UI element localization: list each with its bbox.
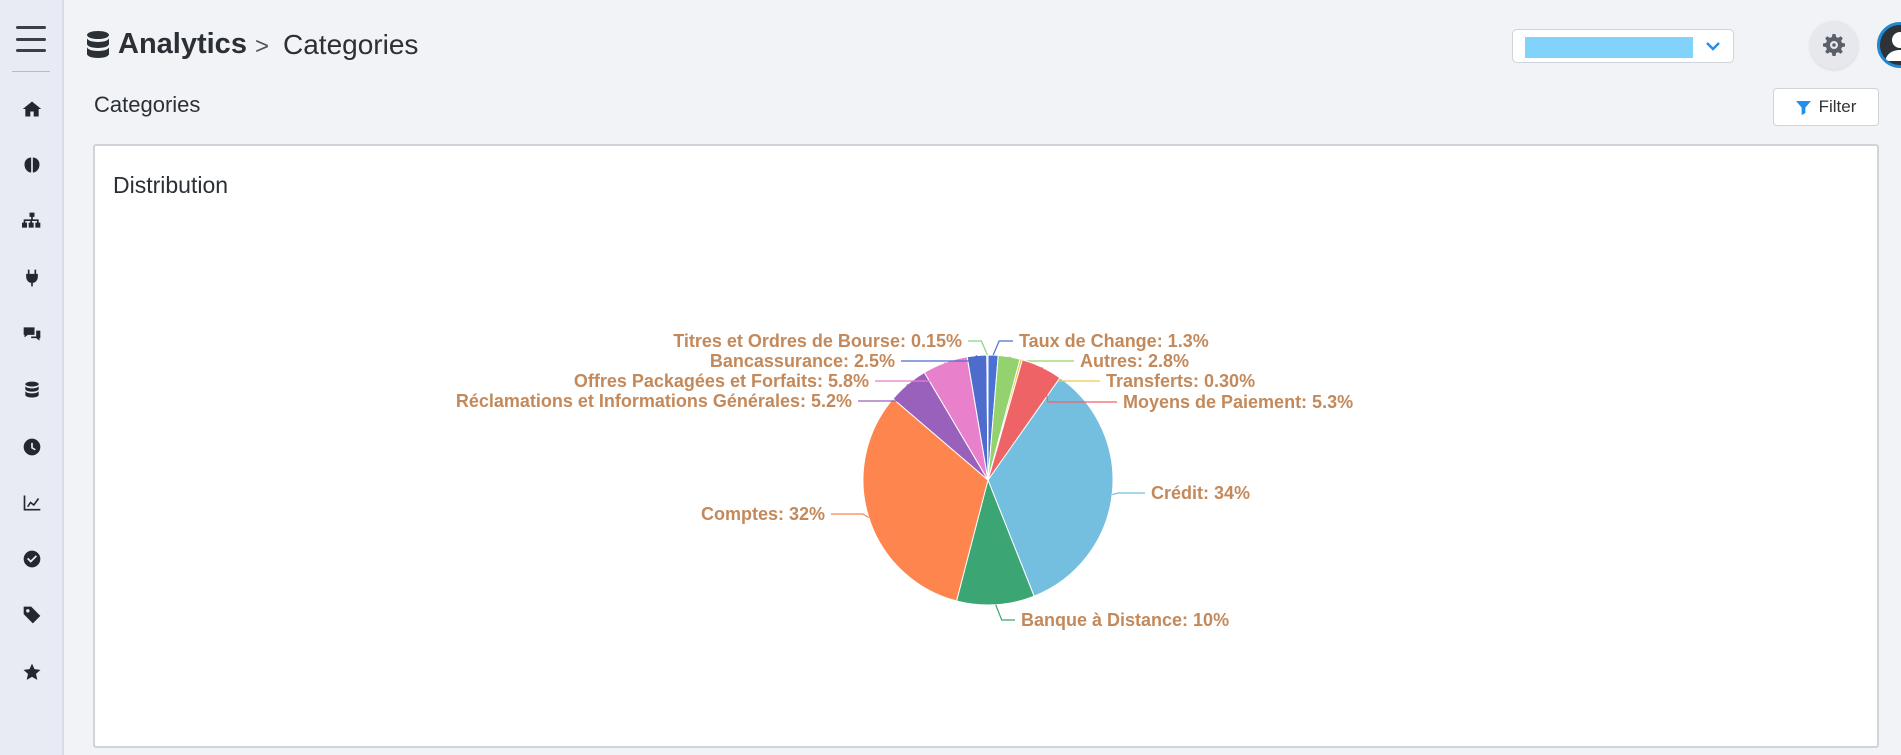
sitemap-icon bbox=[22, 212, 41, 228]
pie-leader-line bbox=[875, 362, 946, 382]
tag-icon bbox=[23, 606, 41, 624]
sidebar-item-brain[interactable] bbox=[0, 145, 64, 185]
pie-slice-label: Bancassurance: 2.5% bbox=[710, 351, 895, 371]
card-title: Distribution bbox=[113, 172, 229, 198]
pie-slice-label: Comptes: 32% bbox=[701, 504, 825, 524]
database-icon bbox=[87, 30, 109, 58]
sidebar-item-favorites[interactable] bbox=[0, 652, 64, 692]
chart-line-icon bbox=[23, 495, 41, 511]
brain-icon bbox=[24, 157, 40, 173]
star-icon bbox=[23, 663, 41, 680]
sidebar-item-trends[interactable] bbox=[0, 483, 64, 523]
sidebar-item-database[interactable] bbox=[0, 370, 64, 410]
pie-leader-line bbox=[1008, 356, 1074, 362]
top-header: Analytics > Categories bbox=[64, 0, 1901, 90]
comments-icon bbox=[23, 327, 41, 341]
filter-icon bbox=[1795, 100, 1811, 115]
workspace-select[interactable] bbox=[1512, 29, 1734, 63]
plug-icon bbox=[26, 269, 38, 287]
pie-leader-line bbox=[858, 384, 909, 402]
pie-slice[interactable] bbox=[955, 478, 1035, 606]
distribution-card: Distribution Crédit: 34% Banque à Distanc… bbox=[93, 144, 1879, 748]
pie-leader-line bbox=[1041, 367, 1117, 403]
clock-icon bbox=[23, 438, 41, 456]
hamburger-menu-icon[interactable] bbox=[16, 26, 46, 52]
sidebar-item-history[interactable] bbox=[0, 427, 64, 467]
pie-slice-label: Autres: 2.8% bbox=[1080, 351, 1189, 371]
pie-leader-line bbox=[968, 340, 988, 356]
app-brand[interactable]: Analytics bbox=[86, 28, 247, 61]
sidebar-item-comments[interactable] bbox=[0, 314, 64, 354]
page-title: Categories bbox=[94, 92, 201, 117]
database-icon bbox=[25, 381, 39, 398]
sidebar-item-validation[interactable] bbox=[0, 539, 64, 579]
pie-leader-line bbox=[992, 340, 1013, 356]
distribution-pie-chart: Crédit: 34% Banque à Distance: 10% Comptes… bbox=[456, 331, 1353, 630]
sidebar-item-home[interactable] bbox=[0, 89, 64, 129]
check-circle-icon bbox=[23, 550, 41, 568]
filter-button-label: Filter bbox=[1818, 97, 1857, 116]
pie-slice-label: Crédit: 34% bbox=[1151, 483, 1250, 503]
pie-slice-label: Transferts: 0.30% bbox=[1106, 371, 1255, 391]
settings-button[interactable] bbox=[1810, 21, 1858, 69]
sidebar-item-sitemap[interactable] bbox=[0, 201, 64, 241]
workspace-select-value bbox=[1525, 37, 1693, 58]
gear-icon bbox=[1823, 34, 1845, 56]
pie-slice[interactable] bbox=[987, 377, 1114, 597]
user-icon bbox=[1880, 25, 1901, 65]
filter-button[interactable]: Filter bbox=[1773, 88, 1879, 126]
chevron-down-icon bbox=[1705, 38, 1721, 54]
sidebar-item-tags[interactable] bbox=[0, 595, 64, 635]
sidebar bbox=[0, 0, 64, 755]
breadcrumb-separator: > bbox=[255, 33, 270, 60]
user-avatar[interactable] bbox=[1877, 22, 1901, 68]
pie-slice-label: Banque à Distance: 10% bbox=[1021, 610, 1229, 630]
pie-slice-label: Offres Packagées et Forfaits: 5.8% bbox=[574, 371, 869, 391]
pie-leader-line bbox=[831, 513, 870, 518]
pie-slice-label: Moyens de Paiement: 5.3% bbox=[1123, 392, 1353, 412]
home-icon bbox=[22, 101, 42, 117]
pie-leader-line bbox=[995, 604, 1015, 621]
breadcrumb-current: Categories bbox=[283, 29, 419, 60]
pie-leader-line bbox=[1111, 492, 1145, 496]
sidebar-item-plug[interactable] bbox=[0, 258, 64, 298]
sidebar-divider bbox=[12, 71, 50, 72]
app-title: Analytics bbox=[118, 28, 247, 60]
pie-slice-label: Taux de Change: 1.3% bbox=[1019, 331, 1209, 351]
pie-leader-line bbox=[901, 355, 978, 362]
pie-slice-label: Titres et Ordres de Bourse: 0.15% bbox=[673, 331, 962, 351]
pie-slice-label: Réclamations et Informations Générales: … bbox=[456, 391, 852, 411]
